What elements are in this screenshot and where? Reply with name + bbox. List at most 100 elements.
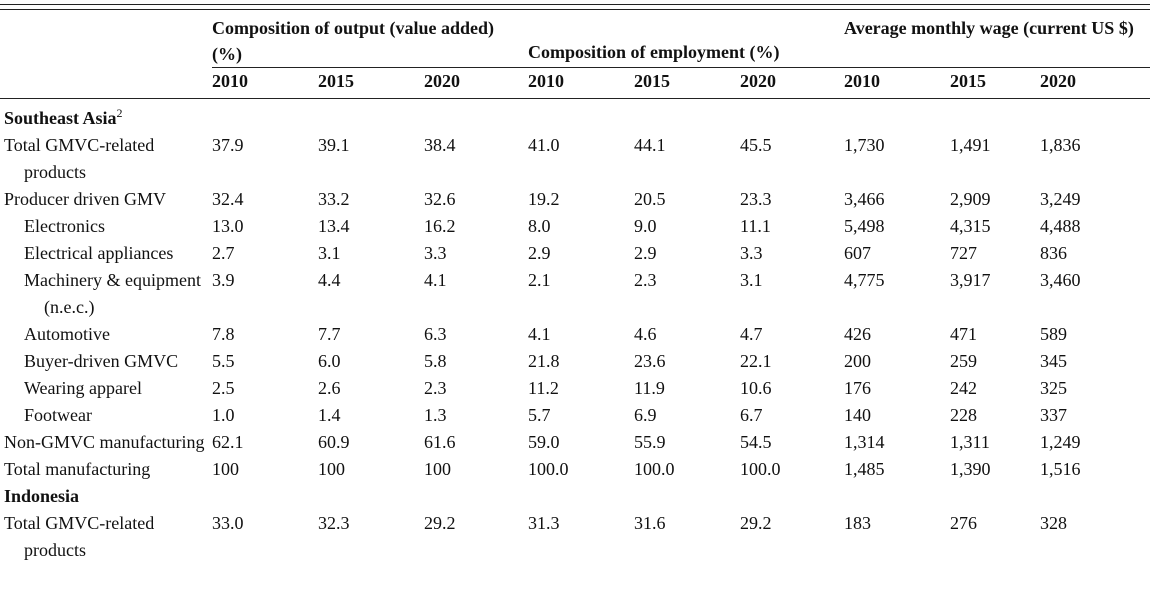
table-cell: 426 [844,324,872,344]
table-cell: 1,730 [844,135,885,155]
table-cell: 23.6 [634,351,666,371]
row-label: Buyer-driven GMVC [24,351,179,371]
row-label: Footwear [24,405,92,425]
table-cell: 21.8 [528,351,560,371]
table-row: Buyer-driven GMVC 5.5 6.0 5.8 21.8 23.6 22.1 2… [0,348,1150,375]
table-cell: 3,249 [1040,189,1081,209]
table-cell: 242 [950,378,978,398]
table-cell: 328 [1040,513,1068,533]
table-cell: 727 [950,243,978,263]
table-row: Total manufacturing 100 100 100 100.0 100.0 1… [0,456,1150,483]
section-title: Indonesia [4,486,80,506]
table-cell: 325 [1040,378,1068,398]
table-cell: 259 [950,351,978,371]
table-cell: 31.3 [528,513,560,533]
table-cell: 2.7 [212,243,235,263]
table-cell: 4.1 [424,270,447,290]
table-cell: 4,775 [844,270,885,290]
table-cell: 32.4 [212,189,244,209]
table-cell: 9.0 [634,216,657,236]
table-cell: 836 [1040,243,1068,263]
table-cell: 31.6 [634,513,666,533]
row-label: Total GMVC-related products [4,135,155,182]
table-cell: 1.0 [212,405,235,425]
table-cell: 19.2 [528,189,560,209]
table-row: Non-GMVC manufacturing 62.1 60.9 61.6 59.0 5… [0,429,1150,456]
table-cell: 16.2 [424,216,456,236]
row-label: Total manufacturing [4,459,151,479]
table-cell: 2,909 [950,189,991,209]
table-cell: 1,314 [844,432,885,452]
table-cell: 10.6 [740,378,772,398]
table-cell: 20.5 [634,189,666,209]
top-rule [0,4,1150,5]
footnote-marker: 2 [116,106,123,120]
table-cell: 337 [1040,405,1068,425]
table-cell: 345 [1040,351,1068,371]
table-cell: 32.3 [318,513,350,533]
table-cell: 276 [950,513,978,533]
output-header: Composition of output (value added) (%) [212,13,529,68]
table-cell: 44.1 [634,135,666,155]
table-row: Automotive 7.8 7.7 6.3 4.1 4.6 4.7 426 471 589 [0,321,1150,348]
table-row: Machinery & equipment (n.e.c.) 3.9 4.4 4.1… [0,267,1150,321]
table-row: Total GMVC-related products 33.0 32.3 29.2… [0,510,1150,564]
row-label: Wearing apparel [24,378,142,398]
table-row: Producer driven GMV 32.4 33.2 32.6 19.2 20.5… [0,186,1150,213]
table-cell: 41.0 [528,135,560,155]
row-label: Automotive [24,324,110,344]
table-cell: 7.7 [318,324,341,344]
table-cell: 6.0 [318,351,341,371]
table-cell: 5.5 [212,351,235,371]
table-row: Wearing apparel 2.5 2.6 2.3 11.2 11.9 10.6 176… [0,375,1150,402]
row-label: Electrical appliances [24,243,174,263]
table-cell: 183 [844,513,872,533]
table-cell: 61.6 [424,432,456,452]
year-header: 2020 [740,67,845,99]
table-cell: 11.9 [634,378,665,398]
table-cell: 3.3 [740,243,763,263]
table-cell: 55.9 [634,432,666,452]
table-cell: 1,390 [950,459,991,479]
year-header: 2010 [212,67,318,99]
table-cell: 3.1 [318,243,341,263]
table-cell: 4.6 [634,324,657,344]
table-cell: 39.1 [318,135,350,155]
table-cell: 59.0 [528,432,560,452]
table-cell: 33.0 [212,513,244,533]
table-cell: 13.0 [212,216,244,236]
stub-header [0,13,212,68]
table-cell: 22.1 [740,351,772,371]
table-cell: 1,516 [1040,459,1081,479]
table-cell: 471 [950,324,978,344]
row-label: Producer driven GMV [4,189,166,209]
table-cell: 2.6 [318,378,341,398]
table-cell: 11.2 [528,378,559,398]
table-cell: 5.8 [424,351,447,371]
wage-header: Average monthly wage (current US $) [844,13,1151,68]
table-cell: 45.5 [740,135,772,155]
table-cell: 228 [950,405,978,425]
row-label: Total GMVC-related products [4,513,155,560]
table-cell: 2.9 [528,243,551,263]
table-cell: 100.0 [634,459,675,479]
table-cell: 2.9 [634,243,657,263]
table-row: Total GMVC-related products 37.9 39.1 38.4… [0,132,1150,186]
table-cell: 1,311 [950,432,990,452]
table-row: Electrical appliances 2.7 3.1 3.3 2.9 2.9 3.3… [0,240,1150,267]
table-cell: 3.9 [212,270,235,290]
table-cell: 38.4 [424,135,456,155]
year-header: 2015 [634,67,741,99]
table-cell: 3,917 [950,270,991,290]
table-cell: 60.9 [318,432,350,452]
table-cell: 5,498 [844,216,885,236]
table-cell: 13.4 [318,216,350,236]
table-cell: 4.4 [318,270,341,290]
year-header: 2020 [424,67,529,99]
table-cell: 589 [1040,324,1068,344]
table-cell: 23.3 [740,189,772,209]
table-cell: 1,485 [844,459,885,479]
table-cell: 4.1 [528,324,551,344]
table-cell: 37.9 [212,135,244,155]
